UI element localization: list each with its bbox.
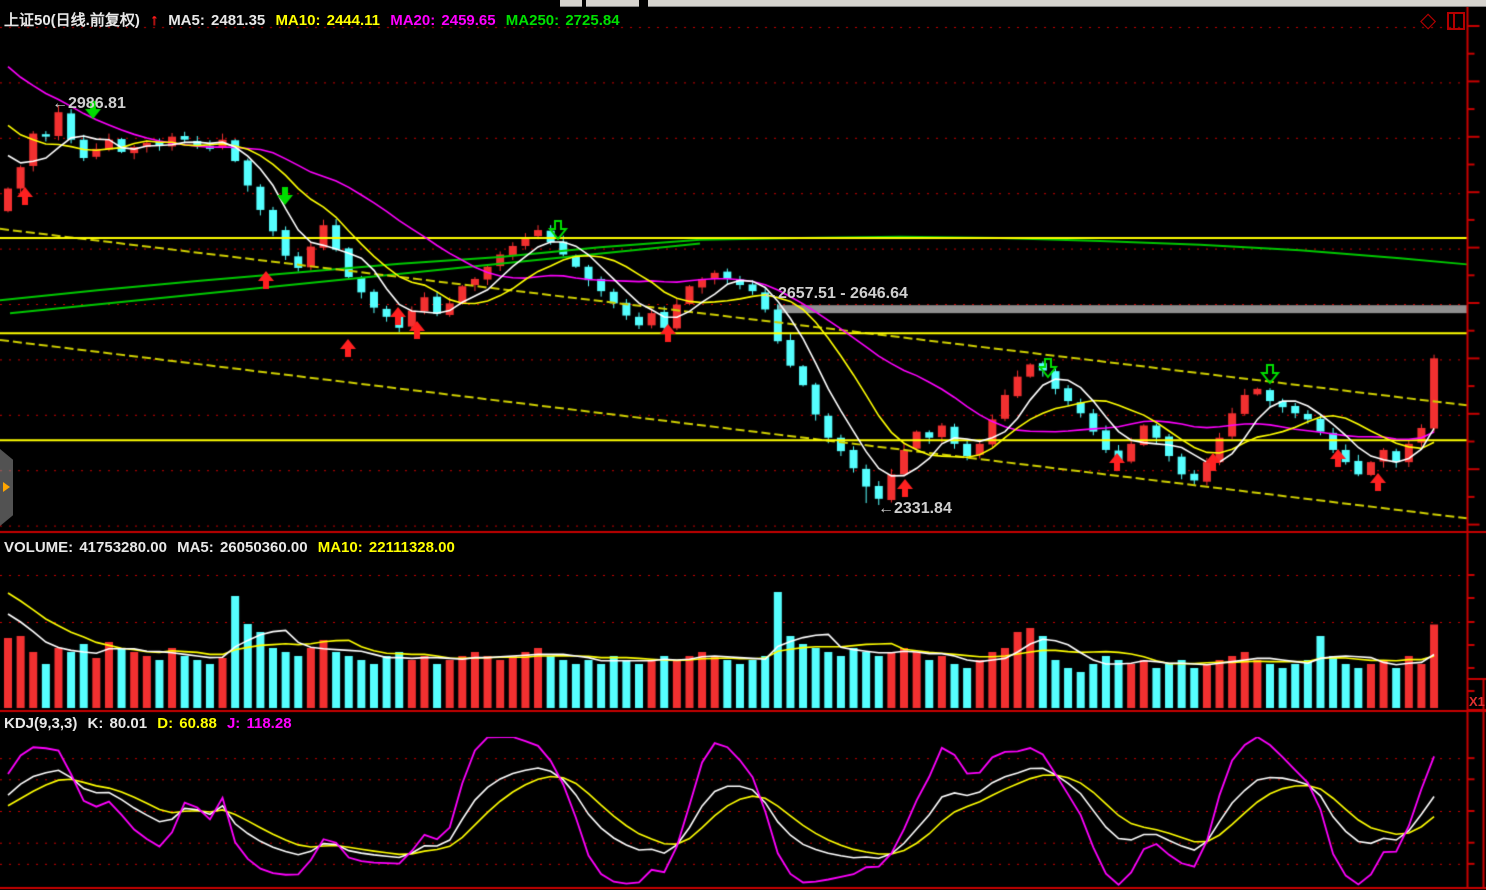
volume-header: VOLUME: 41753280.00 MA5: 26050360.00 MA1… (4, 539, 461, 556)
volume-ma5-label: MA5: (177, 539, 214, 556)
symbol-title: 上证50(日线.前复权) (4, 12, 140, 29)
up-arrow-icon: ↑ (150, 12, 159, 29)
expand-arrow-icon (3, 482, 10, 492)
toolbar-bottom-strip (560, 0, 1486, 7)
kdj-j-label: J: (226, 715, 241, 732)
main-chart-header: 上证50(日线.前复权) ↑ MA5: 2481.35 MA10: 2444.1… (4, 9, 626, 30)
volume-value: 41753280.00 (79, 539, 167, 556)
ma10-label: MA10: (275, 12, 321, 29)
ma5-value: 2481.35 (211, 12, 266, 29)
window-layout-icon-pane (1453, 14, 1455, 28)
kdj-j-value: 118.28 (246, 715, 292, 732)
indicator-window-label[interactable]: X1 (1469, 694, 1485, 709)
volume-ma10-value: 22111328.00 (368, 539, 455, 556)
kdj-k-value: 80.01 (109, 715, 148, 732)
volume-label: VOLUME: (4, 539, 74, 556)
price-annotation-low: ←2331.84 (878, 500, 952, 517)
volume-ma10-label: MA10: (317, 539, 363, 556)
price-annotation-high: ←2986.81 (52, 95, 126, 112)
ma250-value: 2725.84 (565, 12, 620, 29)
kdj-d-value: 60.88 (179, 715, 217, 732)
sidebar-slide-handle[interactable] (0, 449, 13, 526)
kdj-header: KDJ(9,3,3) K: 80.01 D: 60.88 J: 118.28 (4, 715, 298, 732)
ma250-label: MA250: (505, 12, 560, 29)
ma5-label: MA5: (168, 12, 205, 29)
diamond-icon[interactable]: ◇ (1420, 9, 1437, 32)
toolbar-strip-notch (582, 0, 586, 8)
ma20-value: 2459.65 (441, 12, 496, 29)
ma10-value: 2444.11 (326, 12, 381, 29)
volume-ma5-value: 26050360.00 (219, 539, 308, 556)
price-annotation-range: ←2657.51 - 2646.64 (762, 285, 908, 302)
ma20-label: MA20: (390, 12, 436, 29)
window-layout-icon[interactable] (1447, 12, 1465, 30)
toolbar-strip-notch (639, 0, 648, 8)
kdj-label: KDJ(9,3,3) (4, 715, 78, 732)
kdj-d-label: D: (157, 715, 174, 732)
kdj-k-label: K: (87, 715, 104, 732)
